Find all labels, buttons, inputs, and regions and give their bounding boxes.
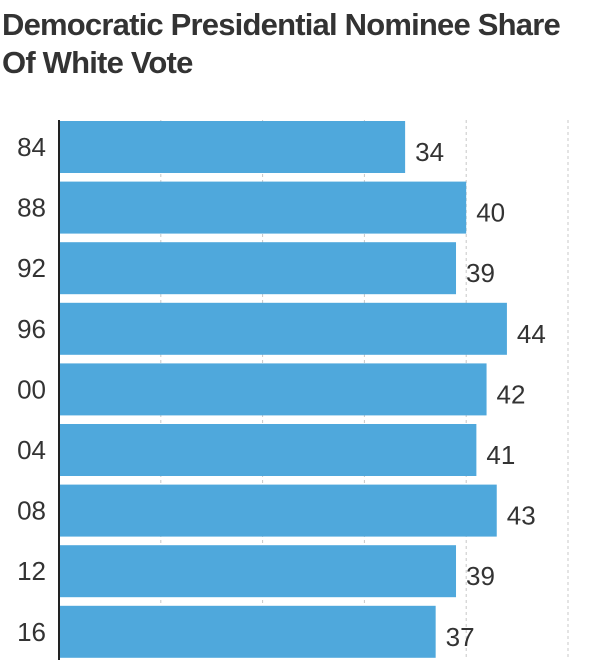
data-label: 43	[507, 501, 536, 531]
category-tick-label: 08	[17, 496, 46, 526]
data-label: 34	[415, 137, 444, 167]
bar	[59, 121, 406, 173]
data-label: 41	[486, 440, 515, 470]
data-label: 42	[497, 379, 526, 409]
data-label: 39	[466, 561, 495, 591]
data-label: 39	[466, 258, 495, 288]
data-label: 37	[446, 622, 475, 652]
category-tick-label: 00	[17, 374, 46, 404]
bar	[59, 545, 457, 598]
bar	[59, 242, 457, 295]
category-tick-label: 88	[17, 193, 46, 223]
bar	[59, 605, 436, 658]
bar	[59, 484, 497, 537]
bar	[59, 424, 477, 476]
bar	[59, 302, 507, 355]
data-label: 40	[476, 198, 505, 228]
bar	[59, 363, 487, 416]
data-label: 44	[517, 319, 546, 349]
category-tick-labels: 84 88 92 96 00 04 08 12 16	[17, 132, 46, 647]
bar	[59, 181, 467, 234]
bars	[59, 121, 507, 658]
data-labels: 34 40 39 44 42 41 43 39 37	[415, 137, 546, 652]
chart-title: Democratic Presidential Nominee Share Of…	[2, 7, 561, 80]
category-tick-label: 04	[17, 435, 46, 465]
category-tick-label: 12	[17, 556, 46, 586]
category-tick-label: 84	[17, 132, 46, 162]
category-tick-label: 92	[17, 253, 46, 283]
category-tick-label: 96	[17, 314, 46, 344]
category-tick-label: 16	[17, 617, 46, 647]
